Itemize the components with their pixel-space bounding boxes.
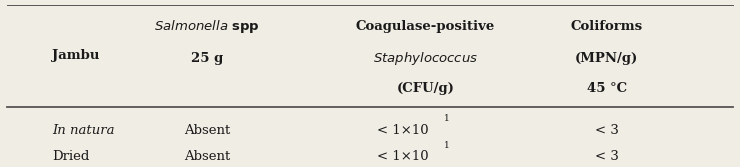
Text: Absent: Absent [184,150,230,163]
Text: Coliforms: Coliforms [571,20,643,33]
Text: Dried: Dried [52,150,90,163]
Text: 1: 1 [444,114,450,123]
Text: 1: 1 [444,141,450,150]
Text: < 3: < 3 [595,150,619,163]
Text: $\mathit{Staphylococcus}$: $\mathit{Staphylococcus}$ [373,50,478,67]
Text: < 1×10: < 1×10 [377,124,429,137]
Text: < 3: < 3 [595,124,619,137]
Text: In natura: In natura [52,124,114,137]
Text: (MPN/g): (MPN/g) [575,52,639,65]
Text: < 1×10: < 1×10 [377,150,429,163]
Text: Coagulase-positive: Coagulase-positive [356,20,495,33]
Text: 45 °C: 45 °C [587,82,627,95]
Text: $\mathit{Salmonella}$ $\mathbf{spp}$: $\mathit{Salmonella}$ $\mathbf{spp}$ [155,18,260,35]
Text: 25 g: 25 g [191,52,223,65]
Text: Jambu: Jambu [52,49,99,62]
Text: Absent: Absent [184,124,230,137]
Text: (CFU/g): (CFU/g) [397,82,454,95]
